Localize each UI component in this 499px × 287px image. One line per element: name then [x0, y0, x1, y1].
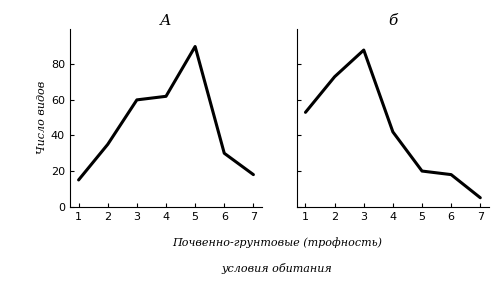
Title: б: б [388, 13, 398, 28]
Title: А: А [160, 13, 172, 28]
Text: Почвенно-грунтовые (трофность): Почвенно-грунтовые (трофность) [172, 237, 382, 248]
Y-axis label: Число видов: Число видов [37, 81, 47, 154]
Text: условия обитания: условия обитания [222, 263, 332, 274]
